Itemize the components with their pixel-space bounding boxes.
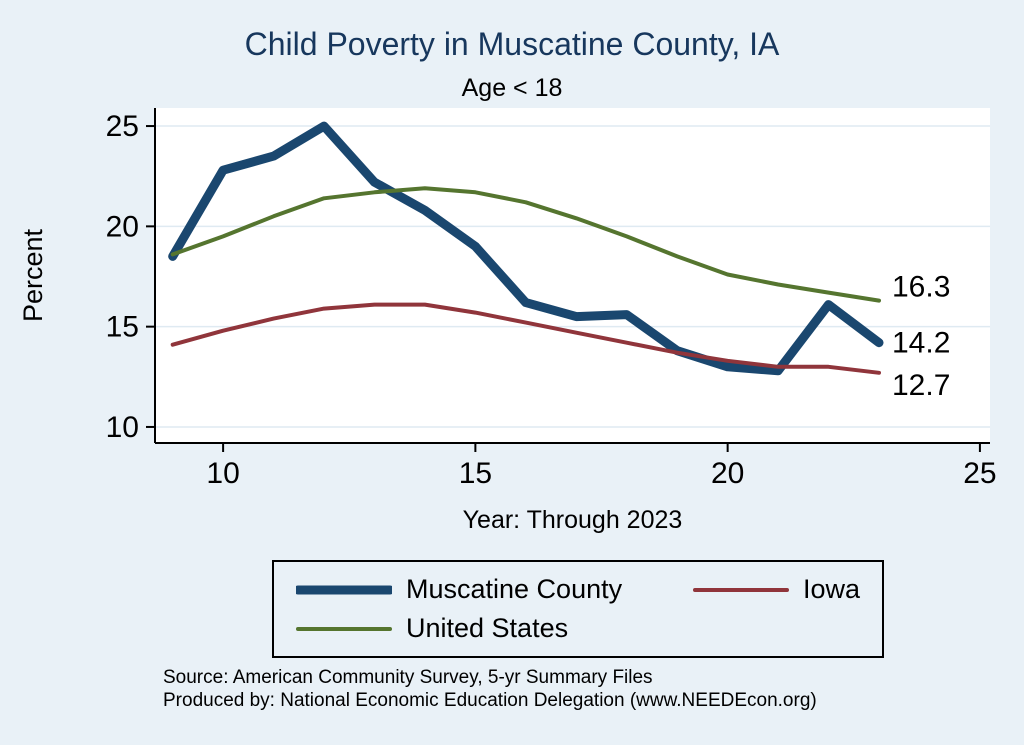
footer-notes: Source: American Community Survey, 5-yr … (163, 666, 1003, 712)
x-tick-label: 10 (206, 457, 239, 490)
y-tick-label: 20 (106, 210, 139, 243)
end-value-label: 14.2 (892, 327, 950, 360)
series-line-muscatine-county (168, 121, 884, 376)
x-tick-label: 20 (711, 457, 744, 490)
chart-canvas: 10 15 20 25 10 15 20 25 Percent 16.3 14.2 12.7 (18, 108, 997, 490)
legend-label: Iowa (802, 574, 860, 604)
x-tick-label: 25 (963, 457, 996, 490)
series-line-united-states (170, 186, 881, 303)
legend-label: Muscatine County (406, 574, 623, 604)
y-tick-label: 10 (106, 411, 139, 444)
legend-item-united-states: United States (296, 613, 622, 644)
source-note: Source: American Community Survey, 5-yr … (163, 667, 653, 688)
plot-area (155, 108, 990, 443)
end-value-label: 12.7 (892, 369, 950, 402)
chart-title: Child Poverty in Muscatine County, IA (244, 26, 780, 62)
legend-item-muscatine-county: Muscatine County (296, 574, 622, 605)
series-line-iowa (170, 302, 881, 375)
legend-line-swatch (296, 626, 392, 631)
y-tick-label: 15 (106, 311, 139, 344)
end-value-label: 16.3 (892, 271, 950, 304)
legend-items: Muscatine County Iowa United States (296, 574, 860, 644)
legend-label: United States (406, 613, 569, 643)
x-axis-title: Year: Through 2023 (462, 506, 683, 534)
x-tick-label: 15 (459, 457, 492, 490)
legend-line-swatch (296, 585, 392, 594)
produced-by-note: Produced by: National Economic Education… (163, 690, 817, 711)
legend-box: Muscatine County Iowa United States (272, 560, 884, 658)
legend-line-swatch (692, 587, 789, 592)
y-tick-label: 25 (106, 110, 139, 143)
chart-subtitle: Age < 18 (461, 74, 563, 102)
y-axis-title: Percent (18, 228, 48, 322)
legend-item-iowa: Iowa (692, 574, 860, 605)
